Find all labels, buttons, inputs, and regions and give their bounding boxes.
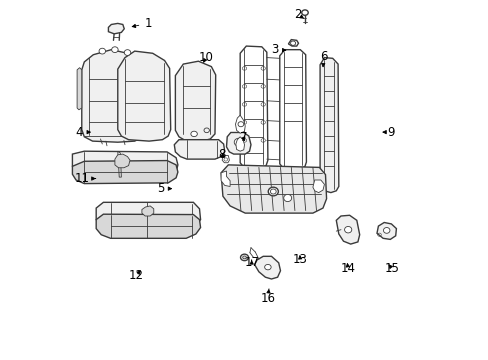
Polygon shape [77, 68, 81, 110]
Polygon shape [96, 202, 200, 230]
Polygon shape [235, 137, 244, 151]
Polygon shape [320, 58, 338, 193]
Polygon shape [108, 23, 124, 34]
Polygon shape [175, 61, 215, 141]
Text: 17: 17 [244, 256, 259, 269]
Polygon shape [96, 214, 200, 238]
Polygon shape [226, 132, 250, 154]
Text: 8: 8 [217, 148, 224, 161]
Polygon shape [115, 154, 130, 168]
Polygon shape [72, 161, 178, 184]
Polygon shape [312, 180, 324, 193]
Polygon shape [376, 222, 396, 239]
Polygon shape [221, 165, 326, 213]
Text: 6: 6 [319, 50, 327, 67]
Text: 2: 2 [293, 8, 304, 21]
Ellipse shape [268, 187, 278, 196]
Text: 11: 11 [75, 172, 95, 185]
Polygon shape [142, 206, 153, 216]
Ellipse shape [383, 228, 389, 233]
Text: 12: 12 [128, 269, 143, 282]
Text: 9: 9 [382, 126, 394, 139]
Text: 3: 3 [270, 43, 285, 56]
Polygon shape [72, 151, 178, 177]
Text: 14: 14 [340, 262, 355, 275]
Ellipse shape [124, 50, 130, 55]
Ellipse shape [190, 131, 197, 137]
Ellipse shape [234, 138, 243, 146]
Ellipse shape [242, 256, 246, 259]
Text: 1: 1 [132, 17, 151, 30]
Text: 5: 5 [157, 182, 171, 195]
Text: 7: 7 [239, 131, 246, 144]
Ellipse shape [264, 264, 270, 270]
Polygon shape [336, 215, 359, 244]
Ellipse shape [283, 194, 291, 202]
Polygon shape [279, 50, 306, 170]
Text: 15: 15 [384, 262, 399, 275]
Text: 16: 16 [260, 289, 275, 305]
Text: 10: 10 [198, 51, 213, 64]
Polygon shape [222, 156, 229, 163]
Polygon shape [240, 46, 267, 169]
Text: 4: 4 [75, 126, 90, 139]
Ellipse shape [344, 226, 351, 233]
Ellipse shape [99, 48, 105, 54]
Polygon shape [118, 51, 170, 141]
Text: 13: 13 [292, 253, 307, 266]
Ellipse shape [301, 10, 307, 15]
Ellipse shape [240, 254, 248, 261]
Ellipse shape [111, 47, 118, 53]
Polygon shape [81, 50, 144, 142]
Polygon shape [221, 171, 230, 186]
Polygon shape [254, 256, 280, 279]
Polygon shape [288, 40, 298, 46]
Polygon shape [174, 140, 224, 159]
Polygon shape [235, 115, 244, 133]
